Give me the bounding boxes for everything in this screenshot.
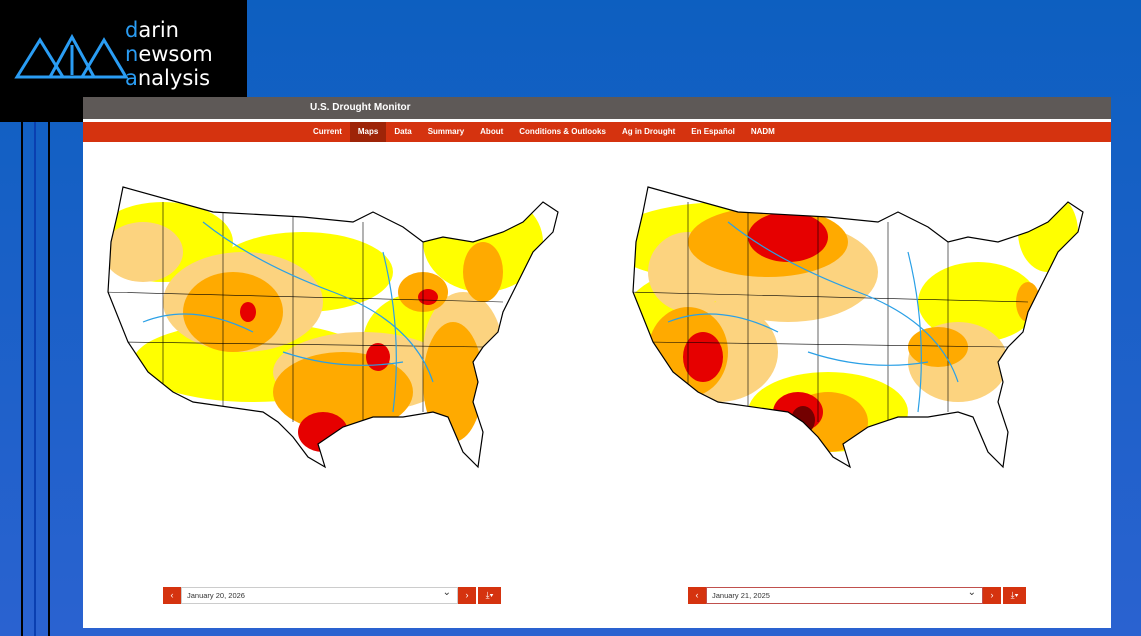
logo-icon [14,33,129,79]
drought-area [298,412,348,452]
logo-word: newsom [125,42,213,66]
nav-item[interactable]: Current [313,127,342,136]
next-button[interactable]: › [458,587,476,604]
site-title: U.S. Drought Monitor [83,97,1111,119]
drought-area [423,322,483,442]
drought-area [463,242,503,302]
river [282,351,404,366]
nav-item[interactable]: Data [394,127,412,136]
nav-bar: Current Maps Data Summary About Conditions & … [83,122,1111,142]
download-button[interactable]: ⤓▾ [478,587,501,604]
river [807,351,929,366]
nav-item[interactable]: About [480,127,504,136]
logo: darin newsom analysis [0,0,247,122]
stripe [21,122,23,636]
river [142,313,254,333]
logo-word: darin [125,18,179,42]
drought-map [107,186,559,469]
river [667,313,779,333]
river [202,221,434,383]
river [907,251,922,413]
drought-area [273,352,413,432]
date-select[interactable]: January 21, 2025 [706,585,983,604]
nav-item[interactable]: Ag in Drought [621,127,676,136]
state-line [122,341,484,348]
drought-area [908,327,968,367]
prev-button[interactable]: ‹ [688,587,706,604]
river [727,221,959,383]
logo-word: analysis [125,66,211,90]
state-line [108,291,504,303]
drought-area [240,302,256,322]
drought-area [748,212,828,262]
nav-item[interactable]: NADM [750,127,775,136]
prev-button[interactable]: ‹ [163,587,181,604]
date-select[interactable]: January 20, 2026 [181,585,458,604]
date-selector: ‹ January 20, 2026 › ⤓▾ [163,585,501,604]
maps [107,186,1084,469]
state-line [647,341,1009,348]
drought-area [108,222,183,282]
browser-panel: U.S. Drought Monitor Current Maps Data Summ… [83,97,1111,628]
download-button[interactable]: ⤓▾ [1003,587,1026,604]
stripe [48,122,50,636]
drought-area [683,332,723,382]
nav-item[interactable]: Conditions & Outlooks [519,127,606,136]
drought-area [366,343,390,371]
nav-item[interactable]: Maps [349,122,387,142]
drought-map [632,186,1084,469]
nav-item[interactable]: En Español [691,127,735,136]
date-selector: ‹ January 21, 2025 › ⤓▾ [688,585,1026,604]
next-button[interactable]: › [983,587,1001,604]
drought-area [418,289,438,305]
nav-item[interactable]: Summary [427,127,465,136]
drought-area [183,272,283,352]
state-line [633,291,1029,303]
stripe [34,122,36,636]
river [382,251,397,413]
